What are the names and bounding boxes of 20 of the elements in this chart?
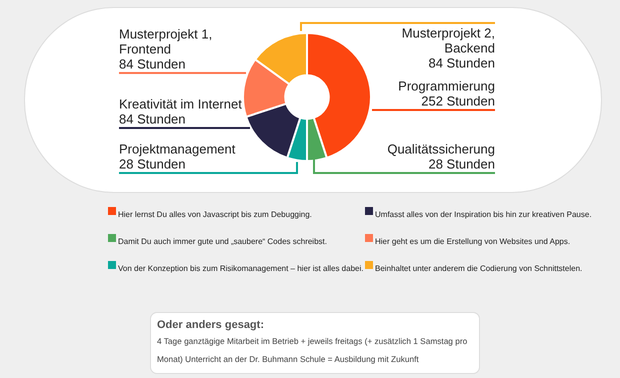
text: Hier geht es um die Erstellung von Websites und Apps.: [375, 237, 570, 246]
data-label: 84 Stunden: [119, 56, 186, 72]
slice-label: Projektmanagement: [119, 142, 236, 157]
data-label: 84 Stunden: [428, 56, 495, 71]
data-label: 28 Stunden: [119, 156, 186, 172]
text: Von der Konzeption bis zum Risikomanagement – hier ist alles dabei.: [118, 264, 364, 273]
text: Damit Du auch immer gute und „saubere“ Codes schreibst.: [118, 237, 327, 246]
slice-label: Musterprojekt 1, Frontend: [119, 26, 212, 57]
text: Beinhaltet unter anderem die Codierung von Schnittstelen.: [375, 264, 582, 273]
data-label: 252 Stunden: [421, 94, 495, 109]
slice-label: Programmierung: [398, 78, 495, 94]
slice-label: Kreativität im Internet: [119, 96, 242, 112]
slice-label: Musterprojekt 2, Backend: [402, 26, 495, 56]
slice-label: Qualitätssicherung: [387, 142, 495, 157]
text: Umfasst alles von der Inspiration bis hin zur kreativen Pause.: [375, 210, 592, 219]
text: Hier lernst Du alles von Javascript bis zum Debugging.: [118, 210, 312, 219]
data-label: 28 Stunden: [428, 156, 495, 172]
text: 4 Tage ganztägige Mitarbeit im Betrieb + jeweils freitags (+ zusätzlich 1 Samstag pro Monat) Unterricht an der Dr. Buhmann Schule = Ausbildung mit Zukunft: [157, 335, 468, 366]
text: Oder anders gesagt:: [157, 319, 265, 331]
data-label: 84 Stunden: [119, 112, 186, 127]
